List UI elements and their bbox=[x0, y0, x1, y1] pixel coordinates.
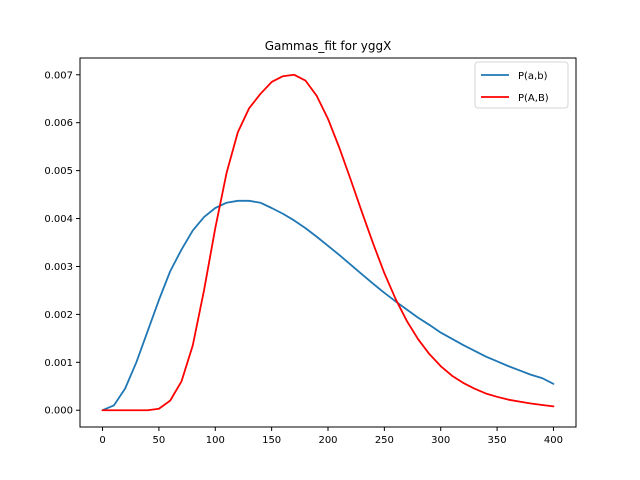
series-layer bbox=[101, 73, 555, 412]
x-tick-label: 400 bbox=[544, 435, 563, 446]
legend-label-p-a-b: P(a,b) bbox=[518, 71, 548, 82]
chart-title: Gammas_fit for yggX bbox=[265, 39, 392, 53]
series-line-1 bbox=[101, 73, 555, 412]
legend: P(a,b) P(A,B) bbox=[474, 61, 569, 109]
x-tick-label: 200 bbox=[318, 435, 337, 446]
y-tick-label: 0.003 bbox=[44, 262, 73, 273]
y-tick-label: 0.005 bbox=[44, 166, 73, 177]
x-tick-label: 100 bbox=[206, 435, 225, 446]
x-tick-label: 0 bbox=[99, 435, 105, 446]
y-tick-label: 0.006 bbox=[44, 118, 73, 129]
x-tick-label: 300 bbox=[431, 435, 450, 446]
x-tick-label: 50 bbox=[153, 435, 166, 446]
x-tick-label: 150 bbox=[262, 435, 281, 446]
x-tick-label: 350 bbox=[488, 435, 507, 446]
y-tick-label: 0.007 bbox=[44, 70, 73, 81]
series-line-0 bbox=[101, 199, 555, 412]
axis-layer: 0 50 100 150 200 250 300 350 400 0.000 0.001 0.002 0… bbox=[44, 57, 577, 446]
y-tick-label: 0.001 bbox=[44, 358, 73, 369]
y-tick-label: 0.002 bbox=[44, 310, 73, 321]
x-tick-label: 250 bbox=[375, 435, 394, 446]
legend-label-p-A-B: P(A,B) bbox=[518, 93, 549, 104]
y-tick-label: 0.000 bbox=[44, 406, 73, 417]
y-tick-label: 0.004 bbox=[44, 214, 73, 225]
